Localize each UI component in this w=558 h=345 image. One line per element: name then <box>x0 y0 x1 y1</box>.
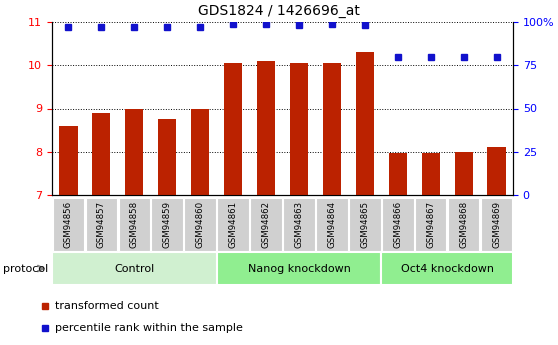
Text: Control: Control <box>114 264 155 274</box>
Bar <box>389 152 407 195</box>
Bar <box>290 63 308 195</box>
Text: GSM94859: GSM94859 <box>163 201 172 248</box>
Bar <box>455 152 473 195</box>
Bar <box>422 152 440 195</box>
Bar <box>158 119 176 195</box>
Text: GSM94857: GSM94857 <box>97 201 106 248</box>
Text: GSM94867: GSM94867 <box>426 201 435 248</box>
Text: GSM94865: GSM94865 <box>360 201 369 248</box>
Text: Nanog knockdown: Nanog knockdown <box>248 264 350 274</box>
Bar <box>52 198 84 252</box>
Bar <box>224 63 242 195</box>
Bar <box>125 108 143 195</box>
Text: GSM94868: GSM94868 <box>459 201 468 248</box>
Bar <box>85 198 117 252</box>
Text: GSM94864: GSM94864 <box>328 201 336 248</box>
Text: transformed count: transformed count <box>55 301 158 311</box>
Bar <box>92 113 110 195</box>
Bar <box>191 108 209 195</box>
Bar <box>381 252 513 285</box>
Text: GSM94856: GSM94856 <box>64 201 73 248</box>
Text: GSM94866: GSM94866 <box>393 201 402 248</box>
Text: percentile rank within the sample: percentile rank within the sample <box>55 323 243 333</box>
Bar <box>118 198 150 252</box>
Bar <box>415 198 446 252</box>
Bar <box>488 147 506 195</box>
Bar <box>52 252 217 285</box>
Bar <box>323 63 341 195</box>
Text: protocol: protocol <box>3 264 48 274</box>
Text: GSM94860: GSM94860 <box>196 201 205 248</box>
Bar <box>316 198 348 252</box>
Bar <box>250 198 282 252</box>
Bar <box>217 252 381 285</box>
Bar <box>217 198 249 252</box>
Text: GSM94858: GSM94858 <box>130 201 139 248</box>
Bar <box>257 61 275 195</box>
Bar <box>59 126 78 195</box>
Bar <box>382 198 413 252</box>
Bar <box>356 52 374 195</box>
Bar <box>283 198 315 252</box>
Bar <box>151 198 183 252</box>
Bar <box>448 198 479 252</box>
Text: GSM94861: GSM94861 <box>229 201 238 248</box>
Text: GSM94863: GSM94863 <box>295 201 304 248</box>
Bar <box>481 198 512 252</box>
Text: GSM94869: GSM94869 <box>492 201 501 248</box>
Text: Oct4 knockdown: Oct4 knockdown <box>401 264 494 274</box>
Bar <box>184 198 216 252</box>
Bar <box>349 198 381 252</box>
Text: GSM94862: GSM94862 <box>262 201 271 248</box>
Text: GDS1824 / 1426696_at: GDS1824 / 1426696_at <box>198 4 360 18</box>
